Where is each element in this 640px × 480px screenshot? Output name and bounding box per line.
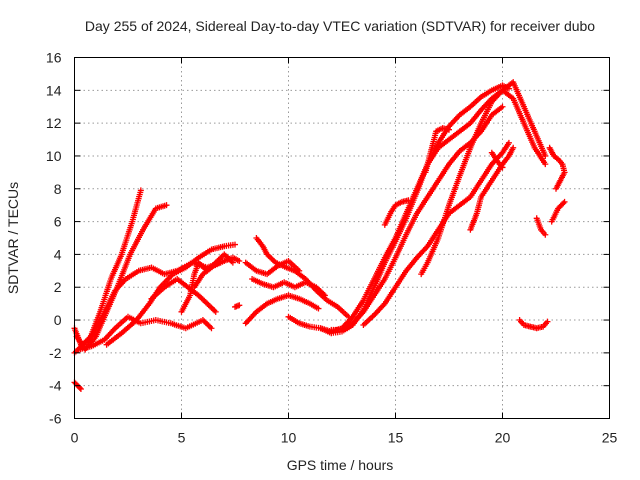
- data-point-track: [546, 144, 568, 192]
- y-tick-label: 4: [54, 246, 62, 262]
- data-point-track: [516, 317, 551, 332]
- x-tick-label: 20: [495, 430, 511, 446]
- data-point-track: [328, 103, 506, 333]
- y-tick-label: -6: [49, 411, 62, 427]
- y-tick-label: 6: [54, 214, 62, 230]
- y-tick-label: 10: [46, 148, 62, 164]
- series-track-18: [360, 139, 512, 328]
- series-track-26: [533, 215, 549, 238]
- data-point-track: [253, 235, 352, 320]
- x-tick-label: 25: [602, 430, 618, 446]
- data-point-track: [422, 125, 452, 176]
- series-track-20: [381, 197, 412, 228]
- data-point-track: [381, 197, 412, 228]
- y-tick-label: 14: [46, 82, 62, 98]
- x-tick-label: 0: [71, 430, 79, 446]
- series-track-6: [103, 241, 238, 348]
- y-axis-label: SDTVAR / TECUs: [5, 182, 21, 294]
- y-tick-label: 2: [54, 279, 62, 295]
- series-track-16: [317, 87, 549, 337]
- data-point-track: [533, 215, 549, 238]
- data-point-track: [103, 241, 238, 348]
- x-tick-label: 15: [388, 430, 404, 446]
- y-tick-label: -2: [49, 345, 62, 361]
- y-tick-label: 12: [46, 115, 62, 131]
- series-track-27: [516, 317, 551, 332]
- series-track-23: [488, 149, 506, 171]
- series-track-19: [418, 79, 549, 278]
- y-tick-label: 8: [54, 181, 62, 197]
- data-point-track: [242, 292, 322, 327]
- chart-title: Day 255 of 2024, Sidereal Day-to-day VTE…: [85, 18, 595, 34]
- data-point-track: [418, 79, 549, 278]
- data-point-track: [75, 313, 215, 353]
- series-track-5: [75, 313, 215, 353]
- data-point-track: [232, 302, 243, 310]
- data-point-track: [317, 87, 549, 337]
- series-track-2: [73, 202, 170, 353]
- plot-frame: [74, 57, 610, 419]
- grid-lines: [74, 57, 610, 419]
- data-point-track: [360, 139, 512, 328]
- data-points: [71, 79, 568, 392]
- y-tick-label: 0: [54, 312, 62, 328]
- series-track-9: [191, 254, 243, 291]
- axis-ticks: 0 5 10 15 20 25 -6 -4 -2 0 2 4 6 8 10 12 14 16: [46, 50, 618, 446]
- data-point-track: [488, 149, 506, 171]
- data-point-track: [548, 198, 568, 225]
- y-tick-label: -4: [49, 378, 62, 394]
- series-track-10: [232, 302, 243, 310]
- series-track-13: [253, 235, 352, 320]
- series-track-14: [242, 292, 322, 327]
- data-point-track: [191, 254, 243, 291]
- x-axis-label: GPS time / hours: [287, 457, 394, 473]
- series-track-21: [422, 125, 452, 176]
- x-tick-label: 5: [178, 430, 186, 446]
- x-tick-label: 10: [281, 430, 297, 446]
- data-point-track: [73, 202, 170, 353]
- series-track-25: [548, 198, 568, 225]
- y-tick-label: 16: [46, 50, 62, 66]
- series-track-17: [328, 103, 506, 333]
- series-track-24: [546, 144, 568, 192]
